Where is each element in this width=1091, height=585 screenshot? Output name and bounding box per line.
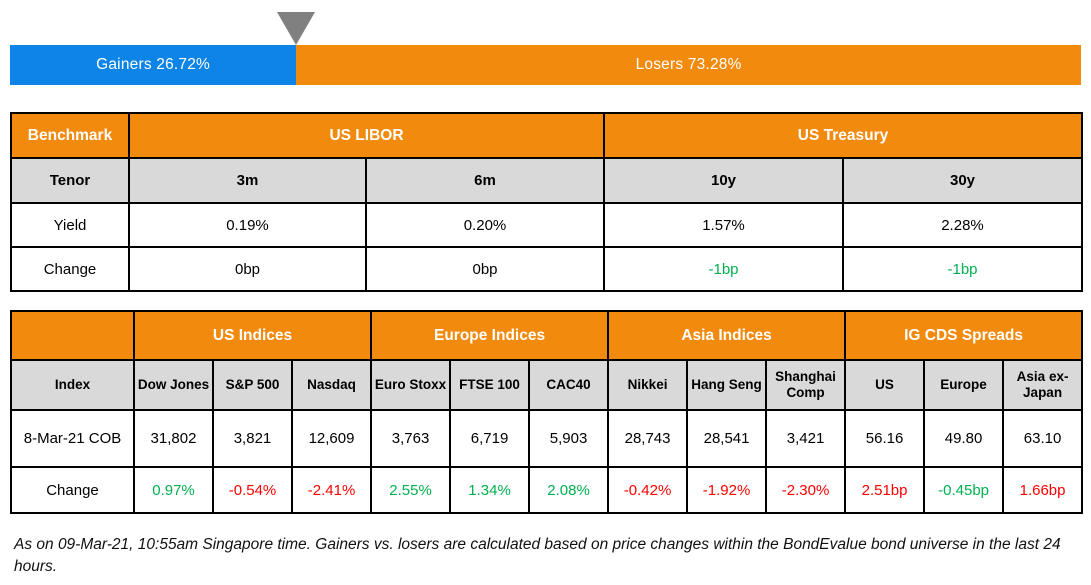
chg-cds-asia-ex-japan: 1.66bp	[1002, 466, 1084, 514]
index-label: Index	[10, 359, 135, 411]
indices-change-label: Change	[10, 466, 135, 514]
marker-row	[10, 10, 1081, 45]
chg-sp500: -0.54%	[212, 466, 293, 514]
close-sp500: 3,821	[212, 409, 293, 468]
change-30y: -1bp	[842, 246, 1083, 292]
chg-cds-europe: -0.45bp	[923, 466, 1005, 514]
close-nikkei: 28,743	[607, 409, 689, 468]
yield-10y: 1.57%	[603, 202, 844, 248]
yield-30y: 2.28%	[842, 202, 1083, 248]
close-cac40: 5,903	[528, 409, 610, 468]
benchmark-change-label: Change	[10, 246, 130, 292]
chg-cac40: 2.08%	[528, 466, 610, 514]
col-cac40: CAC40	[528, 359, 610, 411]
close-hang-seng: 28,541	[686, 409, 768, 468]
col-sp500: S&P 500	[212, 359, 293, 411]
gainers-segment: Gainers 26.72%	[10, 45, 297, 85]
us-libor-group-header: US LIBOR	[128, 112, 605, 159]
col-ftse-100: FTSE 100	[449, 359, 531, 411]
asia-indices-group-header: Asia Indices	[607, 310, 847, 361]
close-cds-us: 56.16	[844, 409, 926, 468]
chg-euro-stoxx: 2.55%	[370, 466, 452, 514]
tenor-3m: 3m	[128, 157, 367, 204]
footnote: As on 09-Mar-21, 10:55am Singapore time.…	[14, 536, 1061, 575]
gainers-losers-chart: Gainers 26.72% Losers 73.28%	[10, 10, 1081, 85]
down-triangle-icon	[277, 12, 316, 45]
col-dow-jones: Dow Jones	[133, 359, 214, 411]
chg-hang-seng: -1.92%	[686, 466, 768, 514]
change-10y: -1bp	[603, 246, 844, 292]
chg-cds-us: 2.51bp	[844, 466, 926, 514]
close-euro-stoxx: 3,763	[370, 409, 452, 468]
col-cds-europe: Europe	[923, 359, 1005, 411]
close-row: 8-Mar-21 COB 31,802 3,821 12,609 3,763 6…	[10, 409, 1084, 468]
chg-nikkei: -0.42%	[607, 466, 689, 514]
chg-ftse-100: 1.34%	[449, 466, 531, 514]
gainers-label: Gainers 26.72%	[96, 56, 211, 73]
chg-nasdaq: -2.41%	[290, 466, 373, 514]
col-hang-seng: Hang Seng	[686, 359, 768, 411]
col-nasdaq: Nasdaq	[290, 359, 373, 411]
col-nikkei: Nikkei	[607, 359, 689, 411]
benchmark-corner-cell: Benchmark	[10, 112, 130, 159]
indices-change-row: Change 0.97% -0.54% -2.41% 2.55% 1.34% 2…	[10, 466, 1084, 514]
change-3m: 0bp	[128, 246, 367, 292]
benchmark-group-header-row: Benchmark US LIBOR US Treasury	[10, 112, 1083, 159]
yield-3m: 0.19%	[128, 202, 367, 248]
losers-segment: Losers 73.28%	[296, 45, 1081, 85]
close-dow-jones: 31,802	[133, 409, 214, 468]
indices-group-header-row: US Indices Europe Indices Asia Indices I…	[10, 310, 1084, 361]
col-shanghai-comp: Shanghai Comp	[765, 359, 847, 411]
tenor-label: Tenor	[10, 157, 130, 204]
benchmark-table: Benchmark US LIBOR US Treasury Tenor 3m …	[10, 112, 1083, 292]
yield-label: Yield	[10, 202, 130, 248]
tenor-10y: 10y	[603, 157, 844, 204]
chg-shanghai-comp: -2.30%	[765, 466, 847, 514]
us-indices-group-header: US Indices	[132, 310, 373, 361]
chg-dow-jones: 0.97%	[133, 466, 214, 514]
yield-row: Yield 0.19% 0.20% 1.57% 2.28%	[10, 202, 1083, 248]
yield-6m: 0.20%	[365, 202, 605, 248]
index-header-row: Index Dow Jones S&P 500 Nasdaq Euro Stox…	[10, 359, 1084, 411]
tenor-row: Tenor 3m 6m 10y 30y	[10, 157, 1083, 204]
tenor-6m: 6m	[365, 157, 605, 204]
col-euro-stoxx: Euro Stoxx	[370, 359, 452, 411]
close-nasdaq: 12,609	[290, 409, 373, 468]
us-treasury-group-header: US Treasury	[603, 112, 1083, 159]
tenor-30y: 30y	[842, 157, 1083, 204]
change-6m: 0bp	[365, 246, 605, 292]
ig-cds-spreads-group-header: IG CDS Spreads	[844, 310, 1084, 361]
indices-corner-empty-cell	[10, 310, 135, 361]
close-shanghai-comp: 3,421	[765, 409, 847, 468]
benchmark-change-row: Change 0bp 0bp -1bp -1bp	[10, 246, 1083, 292]
close-row-label: 8-Mar-21 COB	[10, 409, 135, 468]
gainers-losers-bar: Gainers 26.72% Losers 73.28%	[10, 45, 1081, 85]
close-ftse-100: 6,719	[449, 409, 531, 468]
losers-label: Losers 73.28%	[635, 56, 742, 73]
indices-table: US Indices Europe Indices Asia Indices I…	[10, 310, 1084, 514]
europe-indices-group-header: Europe Indices	[370, 310, 610, 361]
close-cds-europe: 49.80	[923, 409, 1005, 468]
col-cds-us: US	[844, 359, 926, 411]
col-cds-asia-ex-japan: Asia ex-Japan	[1002, 359, 1084, 411]
close-cds-asia-ex-japan: 63.10	[1002, 409, 1084, 468]
